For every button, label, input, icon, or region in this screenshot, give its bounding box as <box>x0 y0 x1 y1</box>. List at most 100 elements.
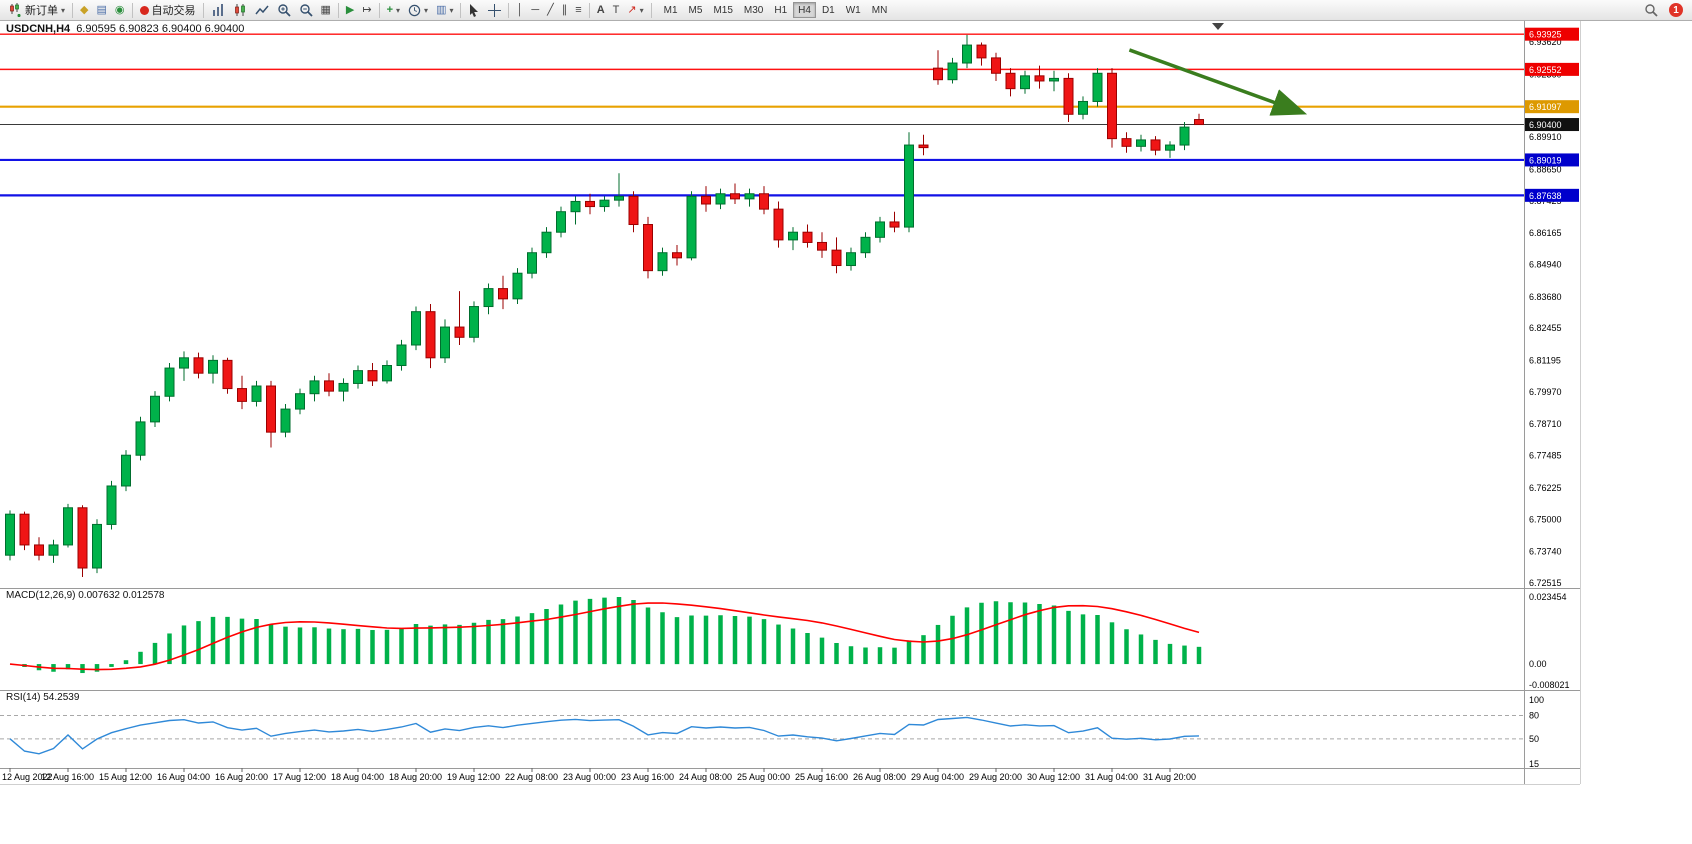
notification-badge[interactable]: 1 <box>1669 3 1683 17</box>
svg-text:6.91097: 6.91097 <box>1529 102 1562 112</box>
timeframe-button-M5[interactable]: M5 <box>684 2 708 18</box>
zoom-out-button[interactable] <box>295 1 317 19</box>
auto-trading-icon <box>139 5 149 15</box>
svg-text:12 Aug 2022: 12 Aug 2022 <box>2 772 53 782</box>
svg-text:100: 100 <box>1529 695 1544 705</box>
bar-chart-button[interactable] <box>207 1 229 19</box>
svg-text:-0.008021: -0.008021 <box>1529 680 1570 690</box>
indicators-button[interactable]: + ▾ <box>383 1 404 19</box>
cursor-button[interactable] <box>464 1 484 19</box>
svg-text:6.93620: 6.93620 <box>1529 37 1562 47</box>
svg-text:6.82455: 6.82455 <box>1529 323 1562 333</box>
svg-text:16 Aug 20:00: 16 Aug 20:00 <box>215 772 268 782</box>
new-chart-button[interactable]: ◆ <box>76 1 92 19</box>
svg-text:6.73740: 6.73740 <box>1529 547 1562 557</box>
timeframe-button-M30[interactable]: M30 <box>739 2 768 18</box>
svg-text:26 Aug 08:00: 26 Aug 08:00 <box>853 772 906 782</box>
chevron-down-icon: ▾ <box>449 5 454 15</box>
svg-text:6.89910: 6.89910 <box>1529 132 1562 142</box>
fibonacci-button[interactable]: ≡ <box>571 1 585 19</box>
svg-text:6.79970: 6.79970 <box>1529 387 1562 397</box>
line-chart-button[interactable] <box>251 1 273 19</box>
timeframe-group: M1 M5 M15 M30 H1 H4 D1 W1 MN <box>659 2 893 18</box>
text-button[interactable]: A <box>593 1 609 19</box>
line-chart-icon <box>254 5 269 15</box>
svg-text:17 Aug 12:00: 17 Aug 12:00 <box>273 772 326 782</box>
periods-button[interactable]: ▾ <box>404 1 432 19</box>
svg-text:19 Aug 12:00: 19 Aug 12:00 <box>447 772 500 782</box>
svg-text:0.00: 0.00 <box>1529 659 1547 669</box>
trendline-icon: ╱ <box>547 3 554 16</box>
zoom-in-button[interactable] <box>273 1 295 19</box>
auto-scroll-button[interactable]: ▶ <box>342 1 358 19</box>
bar-chart-icon <box>212 4 223 16</box>
auto-trading-label: 自动交易 <box>151 5 196 17</box>
trend-arrow-annotation[interactable] <box>1128 23 1308 116</box>
svg-text:18 Aug 04:00: 18 Aug 04:00 <box>331 772 384 782</box>
timeframe-button-MN[interactable]: MN <box>867 2 893 18</box>
text-icon: A <box>596 3 605 16</box>
crosshair-button[interactable] <box>484 1 505 19</box>
toolbar-separator <box>650 2 652 18</box>
svg-text:22 Aug 08:00: 22 Aug 08:00 <box>505 772 558 782</box>
new-order-icon <box>10 3 21 17</box>
auto-scroll-icon: ▶ <box>345 3 355 16</box>
timeframe-button-D1[interactable]: D1 <box>817 2 840 18</box>
candlestick-chart-button[interactable] <box>229 1 251 19</box>
toolbar-separator <box>202 2 204 18</box>
timeframe-button-M15[interactable]: M15 <box>708 2 737 18</box>
svg-text:15 Aug 12:00: 15 Aug 12:00 <box>99 772 152 782</box>
horizontal-line-button[interactable]: ─ <box>527 1 543 19</box>
trendline-button[interactable]: ╱ <box>543 1 558 19</box>
zoom-in-icon <box>277 4 291 17</box>
auto-trading-button[interactable]: 自动交易 <box>136 1 200 19</box>
svg-text:25 Aug 00:00: 25 Aug 00:00 <box>737 772 790 782</box>
rsi-indicator <box>0 715 1524 755</box>
search-button[interactable] <box>1640 1 1662 19</box>
svg-text:31 Aug 04:00: 31 Aug 04:00 <box>1085 772 1138 782</box>
svg-text:6.84940: 6.84940 <box>1529 260 1562 270</box>
metaeditor-button[interactable]: ◉ <box>111 1 129 19</box>
timeframe-button-M1[interactable]: M1 <box>659 2 683 18</box>
text-label-button[interactable]: T <box>609 1 624 19</box>
toolbar-separator <box>72 2 74 18</box>
tile-windows-button[interactable]: ▦ <box>317 1 335 19</box>
profiles-button[interactable]: ▤ <box>92 1 110 19</box>
svg-text:23 Aug 16:00: 23 Aug 16:00 <box>621 772 674 782</box>
svg-text:6.83680: 6.83680 <box>1529 292 1562 302</box>
svg-text:6.76225: 6.76225 <box>1529 483 1562 493</box>
candlestick-chart-icon <box>234 4 245 16</box>
price-chart-canvas[interactable]: 6.936206.923606.899106.886506.874256.861… <box>0 20 1692 844</box>
price-axis[interactable]: 6.936206.923606.899106.886506.874256.861… <box>1525 27 1579 769</box>
vertical-line-button[interactable]: │ <box>512 1 527 19</box>
svg-text:24 Aug 08:00: 24 Aug 08:00 <box>679 772 732 782</box>
channel-button[interactable]: ∥ <box>558 1 572 19</box>
templates-button[interactable]: ▥ ▾ <box>432 1 457 19</box>
svg-text:23 Aug 00:00: 23 Aug 00:00 <box>563 772 616 782</box>
new-chart-icon: ◆ <box>80 3 89 16</box>
chart-window: 6.936206.923606.899106.886506.874256.861… <box>0 20 1692 844</box>
svg-text:25 Aug 16:00: 25 Aug 16:00 <box>795 772 848 782</box>
svg-text:6.88650: 6.88650 <box>1529 164 1562 174</box>
horizontal-level-lines[interactable] <box>0 33 1524 197</box>
timeframe-button-W1[interactable]: W1 <box>841 2 866 18</box>
horizontal-line-icon: ─ <box>531 3 540 16</box>
vertical-line-icon: │ <box>516 3 524 16</box>
svg-text:12 Aug 16:00: 12 Aug 16:00 <box>41 772 94 782</box>
svg-text:6.75000: 6.75000 <box>1529 514 1562 524</box>
new-order-button[interactable]: 新订单 ▾ <box>4 1 69 19</box>
svg-text:29 Aug 20:00: 29 Aug 20:00 <box>969 772 1022 782</box>
panel-separators <box>0 20 1581 785</box>
chart-shift-button[interactable]: ↦ <box>358 1 375 19</box>
chevron-down-icon: ▾ <box>396 5 401 15</box>
fibonacci-icon: ≡ <box>575 3 582 16</box>
arrows-button[interactable]: ↗ ▾ <box>623 1 647 19</box>
toolbar-separator <box>460 2 462 18</box>
timeframe-button-H4[interactable]: H4 <box>793 2 816 18</box>
timeframe-button-H1[interactable]: H1 <box>769 2 792 18</box>
svg-text:29 Aug 04:00: 29 Aug 04:00 <box>911 772 964 782</box>
svg-text:6.86165: 6.86165 <box>1529 228 1562 238</box>
chevron-down-icon: ▾ <box>61 5 66 15</box>
